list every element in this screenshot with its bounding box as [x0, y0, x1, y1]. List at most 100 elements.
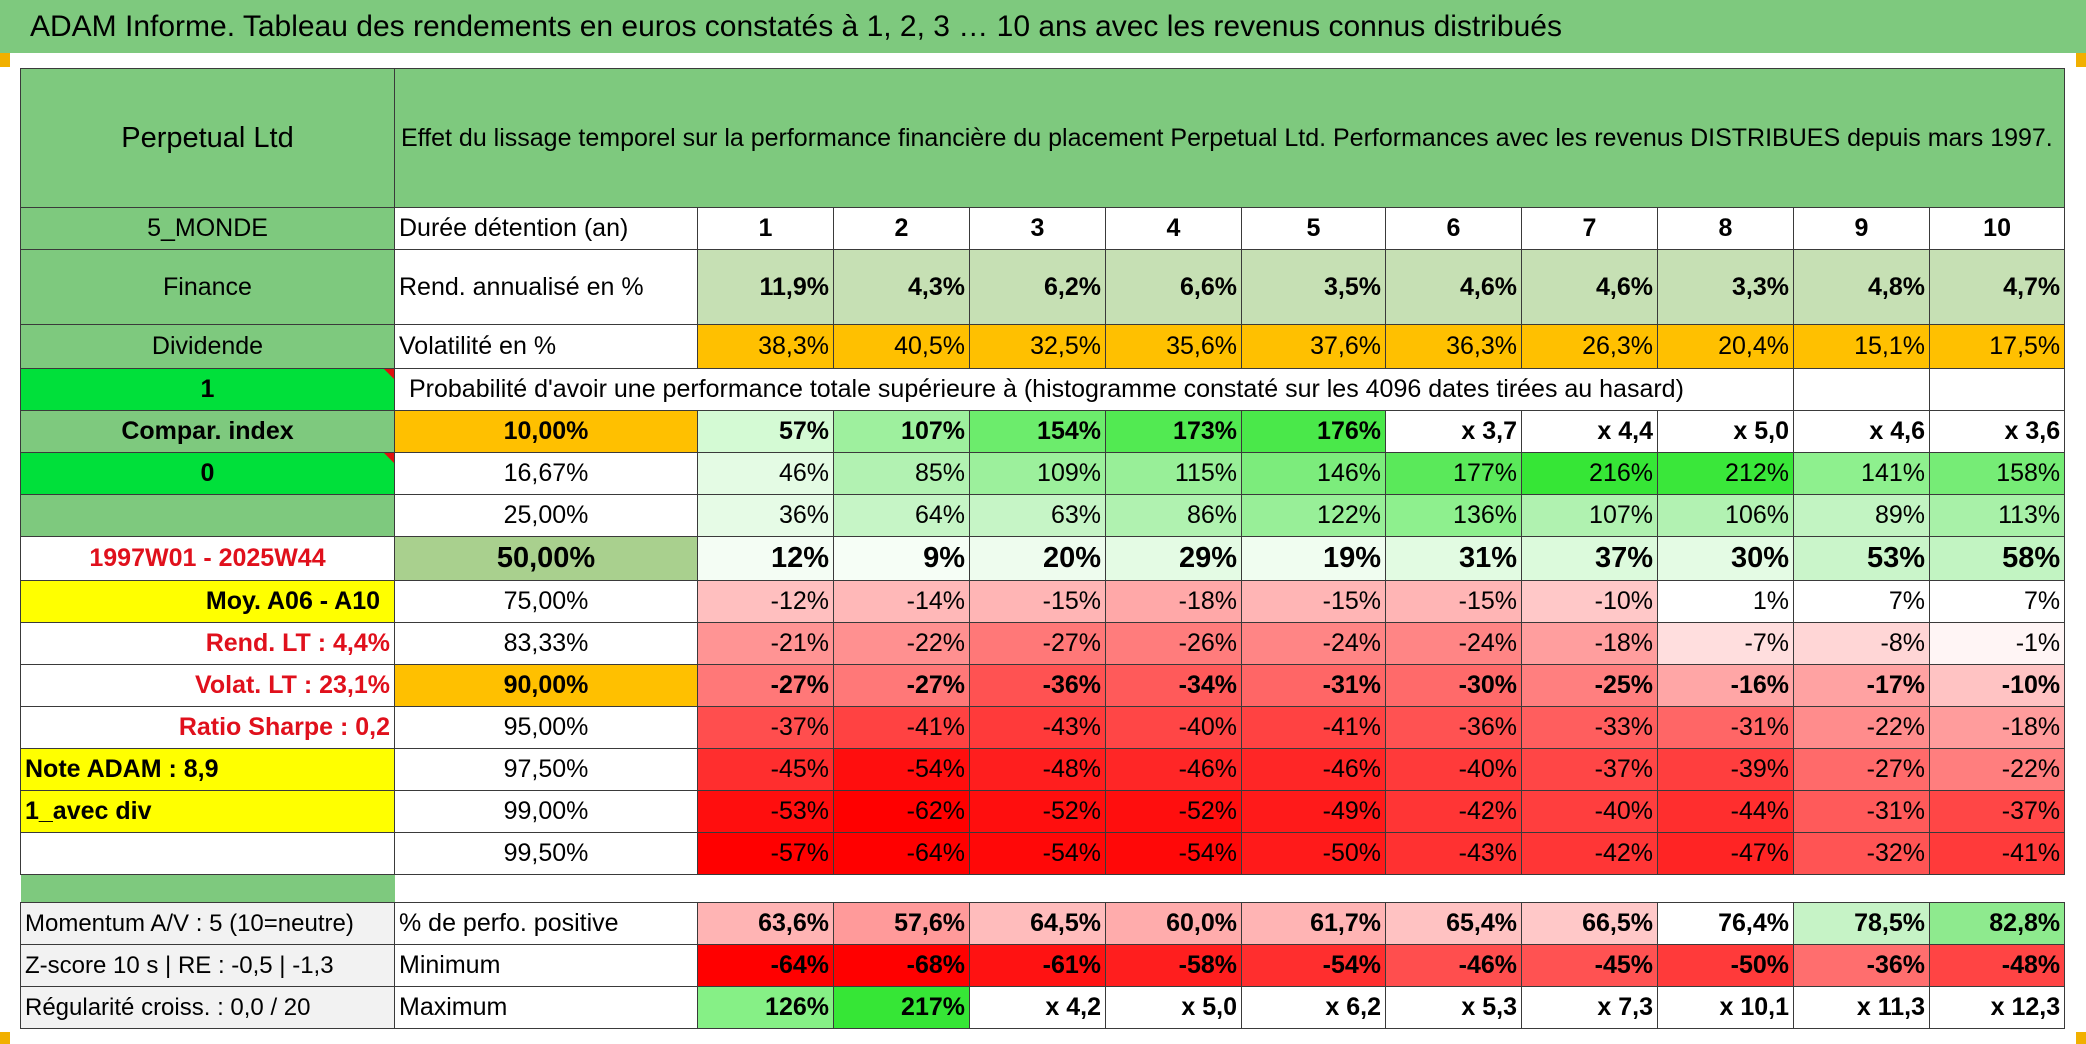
annual-return-cell: 4,6% — [1521, 249, 1658, 325]
quantile-value-cell: -49% — [1241, 790, 1386, 833]
quantile-value-cell: -53% — [697, 790, 834, 833]
quantile-value-cell: x 3,6 — [1928, 410, 2066, 453]
percentile-label: 25,00% — [394, 494, 698, 537]
quantile-value-cell: -37% — [697, 706, 834, 749]
quantile-value-cell: 9% — [833, 536, 970, 581]
quantile-value-cell: -54% — [833, 748, 970, 791]
quantile-value-cell: 19% — [1241, 536, 1386, 581]
year-cell: 1 — [697, 207, 834, 250]
probability-caption: Probabilité d'avoir une performance tota… — [394, 368, 1794, 411]
quantile-row: Volat. LT : 23,1% 90,00% -27% -27% -36% -34%… — [20, 664, 2066, 707]
quantile-value-cell: -41% — [1928, 832, 2066, 875]
quantile-value-cell: -41% — [1241, 706, 1386, 749]
spacer-cell — [395, 875, 2065, 903]
quantile-value-cell: -40% — [1521, 790, 1658, 833]
quantile-value-cell: -10% — [1521, 580, 1658, 623]
pos-value-cell: 57,6% — [833, 902, 970, 945]
max-value-cell: 217% — [833, 986, 970, 1029]
percentile-label: 99,50% — [394, 832, 698, 875]
volatility-cell: 15,1% — [1793, 324, 1930, 369]
pos-value-cell: 63,6% — [697, 902, 834, 945]
annual-return-cell: 3,3% — [1657, 249, 1794, 325]
percentile-label: 10,00% — [394, 410, 698, 453]
quantile-value-cell: -24% — [1385, 622, 1522, 665]
quantile-value-cell: 7% — [1793, 580, 1930, 623]
volatility-cell: 38,3% — [697, 324, 834, 369]
quantile-value-cell: -30% — [1385, 664, 1522, 707]
quantile-value-cell: -24% — [1241, 622, 1386, 665]
quantile-value-cell: 31% — [1385, 536, 1522, 581]
pos-value-cell: 65,4% — [1385, 902, 1522, 945]
quantile-value-cell: 115% — [1105, 452, 1242, 495]
pos-value-cell: 66,5% — [1521, 902, 1658, 945]
annual-return-cell: 6,6% — [1105, 249, 1242, 325]
zscore-label: Z-score 10 s | RE : -0,5 | -1,3 — [20, 944, 395, 987]
annual-return-cell: 4,7% — [1928, 249, 2066, 325]
fund-name: Perpetual Ltd — [20, 68, 395, 208]
quantile-value-cell: -27% — [833, 664, 970, 707]
volatility-row: Dividende Volatilité en % 38,3% 40,5% 32… — [20, 324, 2066, 369]
flag-zero[interactable]: 0 — [20, 452, 395, 495]
quantile-value-cell: 12% — [697, 536, 834, 581]
right-bottom-marker — [2076, 1032, 2086, 1044]
min-value-cell: -61% — [969, 944, 1106, 987]
volatility-cell: 17,5% — [1928, 324, 2066, 369]
returns-table: Perpetual Ltd Effet du lissage temporel … — [20, 68, 2066, 1029]
max-value-cell: x 11,3 — [1793, 986, 1930, 1029]
pos-value-cell: 60,0% — [1105, 902, 1242, 945]
percentile-label: 75,00% — [394, 580, 698, 623]
max-value-cell: 126% — [697, 986, 834, 1029]
quantile-value-cell: 107% — [833, 410, 970, 453]
positive-row: Momentum A/V : 5 (10=neutre) % de perfo.… — [20, 902, 2066, 945]
quantile-value-cell: -46% — [1241, 748, 1386, 791]
annual-return-cell: 4,3% — [833, 249, 970, 325]
quantile-value-cell: 136% — [1385, 494, 1522, 537]
pos-value-cell: 64,5% — [969, 902, 1106, 945]
quantile-value-cell: -40% — [1385, 748, 1522, 791]
quantile-value-cell: -15% — [969, 580, 1106, 623]
quantile-value-cell: -36% — [1385, 706, 1522, 749]
quantile-value-cell: 146% — [1241, 452, 1386, 495]
annual-return-cell: 11,9% — [697, 249, 834, 325]
minimum-label: Minimum — [394, 944, 698, 987]
quantile-value-cell: -37% — [1928, 790, 2066, 833]
quantile-value-cell: 37% — [1521, 536, 1658, 581]
quantile-row: 99,50% -57% -64% -54% -54% -50% -43% -42% -47% -3… — [20, 832, 2066, 875]
quantile-value-cell: -7% — [1657, 622, 1794, 665]
quantile-value-cell: -21% — [697, 622, 834, 665]
quantile-value-cell: -37% — [1521, 748, 1658, 791]
quantile-value-cell: 86% — [1105, 494, 1242, 537]
minimum-row: Z-score 10 s | RE : -0,5 | -1,3 Minimum … — [20, 944, 2066, 987]
left-bottom-marker — [0, 1032, 10, 1044]
quantile-value-cell: -10% — [1928, 664, 2066, 707]
quantile-value-cell: -40% — [1105, 706, 1242, 749]
empty-cell — [1928, 368, 2066, 411]
zone-label: 5_MONDE — [20, 207, 395, 250]
quantile-value-cell: -16% — [1657, 664, 1794, 707]
volatility-cell: 40,5% — [833, 324, 970, 369]
sharpe-ratio: Ratio Sharpe : 0,2 — [20, 706, 395, 749]
annual-return-row: Finance Rend. annualisé en % 11,9% 4,3% … — [20, 249, 2066, 325]
years-row: 5_MONDE Durée détention (an) 1 2 3 4 5 6… — [20, 207, 2066, 250]
quantile-value-cell: 158% — [1928, 452, 2066, 495]
quantile-row: Ratio Sharpe : 0,2 95,00% -37% -41% -43% -40… — [20, 706, 2066, 749]
min-value-cell: -54% — [1241, 944, 1386, 987]
quantile-value-cell: 1% — [1657, 580, 1794, 623]
year-cell: 2 — [833, 207, 970, 250]
quantile-value-cell: 63% — [969, 494, 1106, 537]
quantile-value-cell: 7% — [1928, 580, 2066, 623]
quantile-value-cell: -54% — [1105, 832, 1242, 875]
quantile-value-cell: 176% — [1241, 410, 1386, 453]
flag-one[interactable]: 1 — [20, 368, 395, 411]
year-cell: 4 — [1105, 207, 1242, 250]
empty-cell — [1793, 368, 1930, 411]
annual-return-cell: 3,5% — [1241, 249, 1386, 325]
quantile-value-cell: -32% — [1793, 832, 1930, 875]
quantile-value-cell: 64% — [833, 494, 970, 537]
year-cell: 10 — [1928, 207, 2066, 250]
year-cell: 3 — [969, 207, 1106, 250]
quantile-value-cell: 216% — [1521, 452, 1658, 495]
quantile-value-cell: x 5,0 — [1657, 410, 1794, 453]
quantile-value-cell: -41% — [833, 706, 970, 749]
quantile-value-cell: -33% — [1521, 706, 1658, 749]
